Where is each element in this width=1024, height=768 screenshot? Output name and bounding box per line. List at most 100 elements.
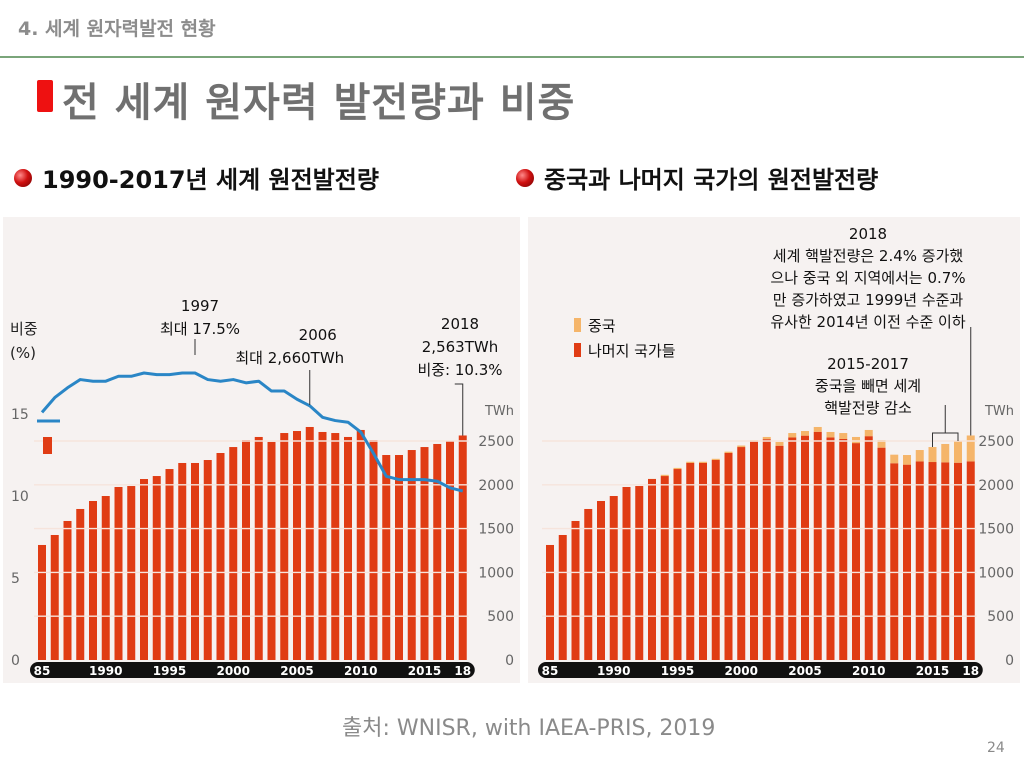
title-marker (37, 80, 53, 112)
bar-rest-1998 (711, 460, 720, 660)
x-tick-label: 18 (962, 664, 979, 678)
bar-2006 (305, 426, 314, 660)
bar-rest-2014 (915, 461, 924, 660)
x-tick-label: 2000 (725, 664, 758, 678)
bar-2001 (242, 440, 250, 660)
annotation-range-text: 중국을 빼면 세계 (815, 377, 921, 395)
y-tick-right-label: 0 (505, 653, 514, 669)
annotation-1997-year: 1997 (181, 297, 219, 315)
bar-1993 (140, 479, 148, 660)
bar-1986 (50, 534, 59, 660)
bar-1991 (114, 486, 123, 660)
bar-rest-2000 (737, 447, 746, 660)
bar-rest-2006 (813, 431, 822, 660)
bar-china-2008 (839, 433, 848, 439)
bar-china-2012 (890, 454, 899, 464)
bar-china-2002 (762, 436, 771, 440)
bar-1989 (89, 501, 97, 660)
share-line (40, 371, 464, 493)
x-tick-label: 2015 (916, 664, 949, 678)
china-vs-rest-chart: 85 1990 1995 2000 2005 2010 2015 18 0 500 1000 150… (538, 225, 1014, 678)
x-tick-label: 1995 (153, 664, 186, 678)
bar-rest-2010 (864, 436, 873, 660)
bar-china-2005 (801, 431, 809, 436)
bar-rest-1999 (724, 453, 733, 660)
x-tick-label: 85 (542, 664, 559, 678)
bar-rest-2003 (775, 445, 784, 660)
x-axis-band (538, 662, 983, 678)
y-tick-right-label: 1500 (978, 522, 1014, 538)
bar-rest-2005 (801, 435, 809, 660)
source-citation: 출처: WNISR, with IAEA-PRIS, 2019 (342, 716, 716, 741)
bar-1999 (216, 453, 225, 660)
section-label: 4. 세계 원자력발전 현황 (18, 18, 216, 40)
annotation-2018-share: 비중: 10.3% (417, 361, 502, 379)
x-tick-label: 1990 (89, 664, 122, 678)
bar-rest-2012 (890, 463, 899, 660)
bar-china-2010 (864, 429, 873, 437)
bar-2012 (382, 455, 391, 660)
y-tick-left-label: 10 (11, 489, 29, 505)
bar-china-1998 (711, 458, 720, 461)
world-generation-chart: 85 1990 1995 2000 2005 2010 2015 18 05001000150… (10, 297, 514, 678)
annotation-range-text: 핵발전량 감소 (824, 399, 912, 417)
bar-rest-2016 (941, 462, 950, 660)
bar-rest-2011 (877, 447, 886, 660)
bar-rest-2017 (954, 462, 962, 660)
bar-china-2016 (941, 443, 950, 463)
bullet-icon (14, 168, 32, 187)
bar-2018 (458, 435, 467, 660)
bar-rest-1986 (558, 534, 567, 660)
bar-rest-2002 (762, 439, 771, 660)
annotation-2006-text: 최대 2,660TWh (235, 349, 344, 367)
bar-china-2011 (877, 440, 886, 448)
y-tick-right-label: 2500 (478, 434, 514, 450)
bar-1997 (191, 462, 199, 660)
bar-2002 (254, 436, 263, 660)
annotation-2018-text: 유사한 2014년 이전 수준 이하 (770, 313, 965, 331)
bar-rest-1988 (584, 508, 593, 660)
chart-right-panel: 85 1990 1995 2000 2005 2010 2015 18 0 500 1000 150… (528, 217, 1020, 683)
bar-china-2013 (903, 455, 911, 465)
subtitle-right-text: 중국과 나머지 국가의 원전발전량 (544, 166, 879, 194)
legend-bar-key (43, 437, 52, 454)
bar-rest-2008 (839, 438, 848, 660)
page-title: 전 세계 원자력 발전량과 비중 (62, 80, 576, 126)
legend-china-swatch (574, 318, 581, 332)
bar-2011 (369, 440, 378, 660)
x-tick-label: 1990 (597, 664, 630, 678)
bar-1987 (63, 520, 72, 660)
bar-rest-2018 (966, 461, 975, 660)
bar-rest-2015 (928, 462, 937, 660)
x-tick-label: 18 (454, 664, 471, 678)
page-number: 24 (987, 740, 1005, 756)
bar-rest-1987 (571, 520, 580, 660)
subtitle-left: 1990-2017년 세계 원전발전량 (14, 160, 379, 195)
bar-2007 (318, 431, 327, 660)
bar-2015 (420, 447, 429, 660)
bar-2014 (407, 450, 416, 660)
y-tick-right-label: 2500 (978, 434, 1014, 450)
y-axis-left-label: (%) (10, 344, 36, 362)
y-axis-unit-label: TWh (484, 404, 514, 419)
bar-china-1996 (686, 461, 695, 463)
y-tick-right-label: 1000 (478, 565, 514, 581)
bar-rest-1995 (673, 469, 682, 660)
annotation-range-bracket (932, 432, 959, 448)
bar-china-2000 (737, 445, 746, 448)
bar-1998 (203, 460, 212, 660)
annotation-range-years: 2015-2017 (827, 355, 909, 373)
bar-1990 (101, 496, 110, 660)
x-tick-label: 1995 (661, 664, 694, 678)
y-tick-left-label: 0 (11, 653, 20, 669)
bar-china-1994 (660, 474, 669, 477)
header-divider (0, 56, 1024, 58)
bar-rest-2007 (826, 437, 835, 660)
bar-1994 (152, 476, 161, 660)
bar-2004 (280, 433, 289, 660)
bar-2000 (229, 447, 238, 660)
bar-china-2018 (966, 435, 975, 462)
subtitle-left-text: 1990-2017년 세계 원전발전량 (42, 166, 379, 194)
x-tick-label: 2005 (788, 664, 821, 678)
bar-2009 (344, 436, 352, 660)
